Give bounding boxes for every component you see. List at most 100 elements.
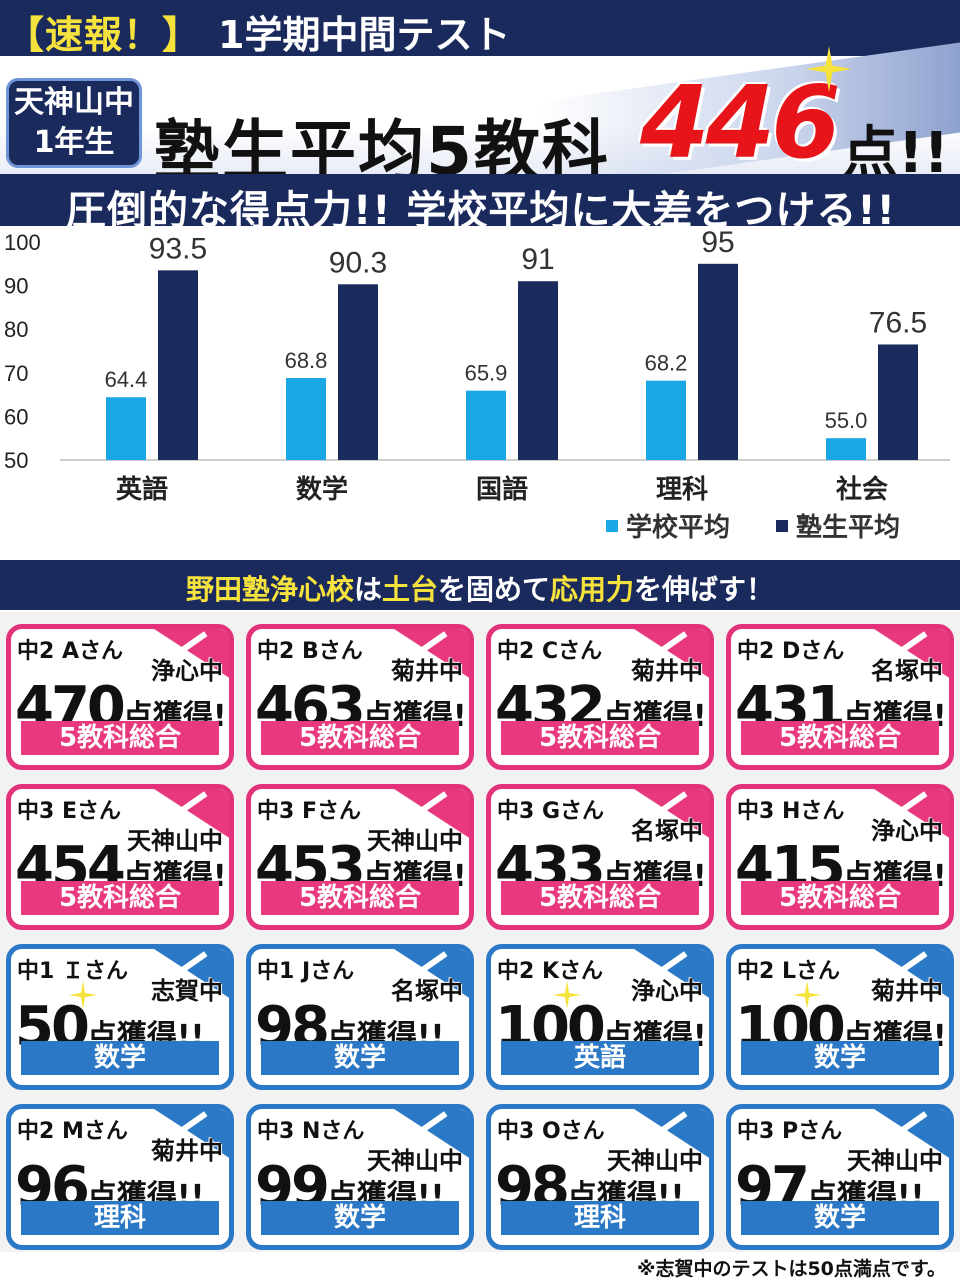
slogan-part: は bbox=[353, 573, 382, 606]
result-card: 中3 Eさん 天神山中 454点獲得!! 5教科総合 bbox=[6, 784, 234, 930]
student-label: 中2 Dさん bbox=[737, 639, 845, 664]
student-label: 中1 Ｉさん bbox=[17, 959, 128, 984]
result-card: 中1 Jさん 名塚中 98点獲得!! 数学 bbox=[246, 944, 474, 1090]
student-label: 中2 Lさん bbox=[737, 959, 840, 984]
slogan-part: 応用力 bbox=[550, 573, 635, 606]
y-tick-label: 80 bbox=[4, 317, 28, 342]
result-card: 中3 Oさん 天神山中 98点獲得!! 理科 bbox=[486, 1104, 714, 1250]
student-label: 中3 Eさん bbox=[17, 799, 121, 824]
result-cards: 中2 Aさん 浄心中 470点獲得!! 5教科総合 中2 Bさん 菊井中 463点獲得!! 5… bbox=[0, 612, 960, 1252]
result-card: 中3 Nさん 天神山中 99点獲得!! 数学 bbox=[246, 1104, 474, 1250]
subject-label: 英語 bbox=[501, 1041, 699, 1075]
data-label: 91 bbox=[521, 243, 554, 276]
subject-label: 5教科総合 bbox=[741, 881, 939, 915]
student-label: 中2 Mさん bbox=[17, 1119, 128, 1144]
data-label: 93.5 bbox=[149, 232, 207, 265]
data-label: 65.9 bbox=[465, 361, 508, 386]
slogan-part: 野田塾浄心校 bbox=[185, 573, 354, 606]
result-card: 中2 Dさん 名塚中 431点獲得!! 5教科総合 bbox=[726, 624, 954, 770]
school-average-bar bbox=[646, 380, 686, 460]
data-label: 55.0 bbox=[825, 408, 868, 433]
y-tick-label: 70 bbox=[4, 361, 28, 386]
school-name: 天神山中 bbox=[607, 1147, 703, 1175]
juku-average-bar bbox=[698, 263, 738, 460]
student-label: 中3 Fさん bbox=[257, 799, 361, 824]
corner-ribbon bbox=[391, 789, 469, 839]
page-title: 1学期中間テスト bbox=[218, 13, 511, 57]
sparkle-icon bbox=[806, 46, 852, 92]
legend-label: 塾生平均 bbox=[796, 512, 900, 543]
subject-label: 5教科総合 bbox=[741, 721, 939, 755]
result-card: 中2 Lさん 菊井中 100点獲得!! 数学 bbox=[726, 944, 954, 1090]
school-name: 志賀中 bbox=[151, 977, 223, 1005]
subheadline: 圧倒的な得点力!! 学校平均に大差をつける!! bbox=[66, 188, 896, 234]
slogan-part: 土台 bbox=[381, 573, 438, 606]
student-label: 中3 Pさん bbox=[737, 1119, 843, 1144]
school-name: 浄心中 bbox=[151, 657, 223, 685]
slogan: 野田塾浄心校は土台を固めて応用力を伸ばす！ bbox=[186, 568, 774, 608]
school-name: 菊井中 bbox=[871, 977, 943, 1005]
subject-label: 数学 bbox=[261, 1201, 459, 1235]
corner-ribbon bbox=[871, 949, 949, 999]
result-card: 中3 Gさん 名塚中 433点獲得!! 5教科総合 bbox=[486, 784, 714, 930]
y-tick-label: 100 bbox=[4, 230, 41, 255]
subheadline-bar: 圧倒的な得点力!! 学校平均に大差をつける!! bbox=[0, 174, 960, 234]
result-card: 中2 Cさん 菊井中 432点獲得!! 5教科総合 bbox=[486, 624, 714, 770]
corner-ribbon bbox=[871, 1109, 949, 1159]
corner-ribbon bbox=[391, 1109, 469, 1159]
school-badge-line2: 1年生 bbox=[33, 125, 115, 160]
subject-label: 5教科総合 bbox=[501, 881, 699, 915]
top-banner: 【速報！】 1学期中間テスト bbox=[0, 0, 960, 57]
corner-ribbon bbox=[391, 949, 469, 999]
school-name: 菊井中 bbox=[391, 657, 463, 685]
student-label: 中2 Kさん bbox=[497, 959, 604, 984]
average-score-chart: 100 90 80 70 60 50 64.4 93.5 英語 68.8 90.3 数学 65.9 91 国… bbox=[4, 226, 950, 543]
corner-ribbon bbox=[151, 629, 229, 679]
headline-score: 446 bbox=[640, 64, 841, 181]
y-tick-label: 50 bbox=[4, 448, 28, 473]
juku-average-bar bbox=[338, 284, 378, 460]
student-label: 中3 Oさん bbox=[497, 1119, 605, 1144]
corner-ribbon bbox=[631, 949, 709, 999]
juku-average-bar bbox=[158, 270, 198, 460]
subject-label: 理科 bbox=[501, 1201, 699, 1235]
data-label: 64.4 bbox=[105, 367, 148, 392]
slogan-part: を固めて bbox=[438, 573, 551, 606]
subject-label: 5教科総合 bbox=[501, 721, 699, 755]
subject-label: 数学 bbox=[741, 1041, 939, 1075]
sparkle-icon bbox=[793, 981, 821, 1009]
data-label: 95 bbox=[701, 226, 734, 259]
student-label: 中2 Aさん bbox=[17, 639, 123, 664]
subject-label: 数学 bbox=[261, 1041, 459, 1075]
result-card: 中2 Aさん 浄心中 470点獲得!! 5教科総合 bbox=[6, 624, 234, 770]
corner-ribbon bbox=[631, 789, 709, 839]
result-card: 中3 Fさん 天神山中 453点獲得!! 5教科総合 bbox=[246, 784, 474, 930]
school-average-bar bbox=[826, 438, 866, 460]
sparkle-icon bbox=[69, 981, 97, 1009]
corner-ribbon bbox=[391, 629, 469, 679]
result-card: 中2 Mさん 菊井中 96点獲得!! 理科 bbox=[6, 1104, 234, 1250]
student-label: 中3 Gさん bbox=[497, 799, 605, 824]
legend-swatch bbox=[606, 520, 618, 532]
student-label: 中3 Hさん bbox=[737, 799, 845, 824]
school-name: 天神山中 bbox=[367, 827, 463, 855]
legend-label: 学校平均 bbox=[626, 512, 730, 543]
category-label: 国語 bbox=[476, 474, 528, 505]
school-name: 浄心中 bbox=[871, 817, 943, 845]
school-name: 菊井中 bbox=[631, 657, 703, 685]
y-tick-label: 60 bbox=[4, 404, 28, 429]
student-label: 中2 Bさん bbox=[257, 639, 363, 664]
subject-label: 5教科総合 bbox=[261, 721, 459, 755]
legend-swatch bbox=[776, 520, 788, 532]
school-name: 名塚中 bbox=[631, 817, 703, 845]
school-average-bar bbox=[286, 378, 326, 460]
category-label: 理科 bbox=[656, 475, 708, 505]
slogan-bar: 野田塾浄心校は土台を固めて応用力を伸ばす！ bbox=[0, 560, 960, 610]
category-label: 数学 bbox=[296, 474, 348, 505]
data-label: 90.3 bbox=[329, 246, 387, 279]
student-label: 中2 Cさん bbox=[497, 639, 603, 664]
headline: 天神山中 1年生 塾生平均5教科 446 点!! bbox=[0, 42, 960, 192]
subject-label: 理科 bbox=[21, 1201, 219, 1235]
subject-label: 数学 bbox=[741, 1201, 939, 1235]
data-label: 76.5 bbox=[869, 306, 927, 339]
